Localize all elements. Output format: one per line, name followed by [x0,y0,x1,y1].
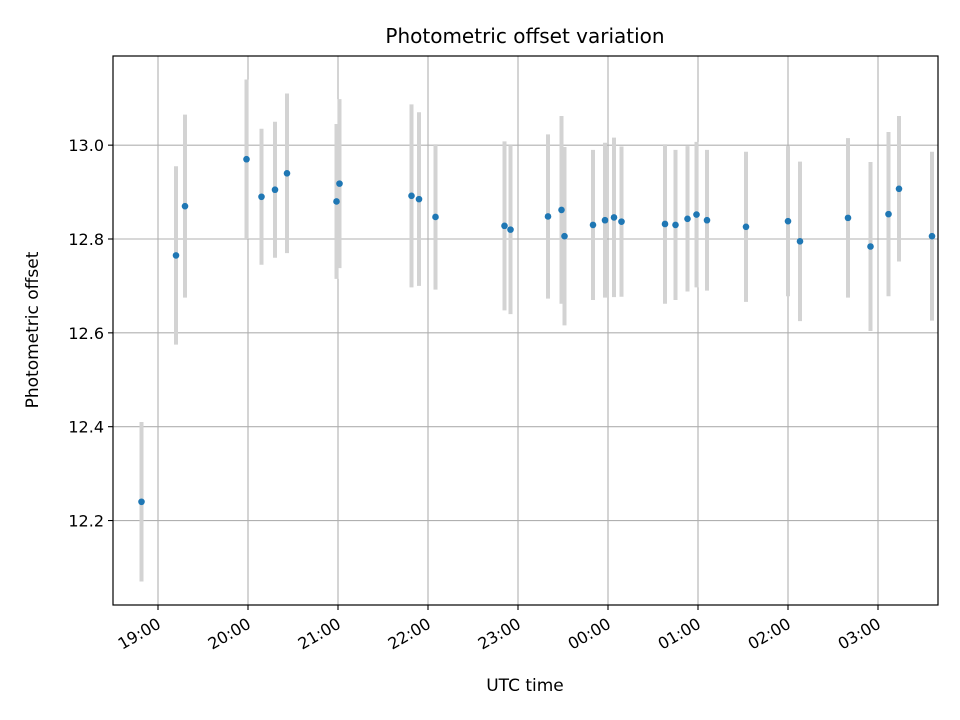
data-point [333,198,340,205]
data-point [661,220,669,228]
data-point [408,192,415,200]
y-axis: 12.2 12.4 12.6 12.8 13.0 [68,136,113,531]
data-point [672,221,679,229]
data-point [336,180,343,187]
point-layer [138,155,936,506]
data-point [172,252,180,259]
data-point [784,217,792,225]
data-point [796,238,804,245]
data-point [561,232,568,240]
data-point [243,155,250,163]
data-point [610,214,618,221]
data-point [501,222,508,230]
data-point [589,221,597,229]
data-point [283,170,291,177]
data-point [693,211,700,218]
data-point [867,243,874,250]
data-point [895,185,903,193]
data-point [181,202,189,210]
chart-title: Photometric offset variation [385,24,664,48]
data-point [558,206,565,214]
data-point [415,195,423,203]
y-tick-label: 12.4 [68,418,104,437]
data-point [432,213,439,221]
y-tick-label: 12.6 [68,324,104,343]
y-tick-label: 13.0 [68,136,104,155]
data-point [271,186,279,194]
data-point [742,223,750,231]
y-axis-title: Photometric offset [23,251,43,408]
data-point [844,214,852,222]
data-point [507,226,514,233]
data-point [618,218,625,225]
data-point [138,498,145,506]
y-tick-label: 12.8 [68,230,104,249]
data-point [258,193,265,201]
data-point [928,232,936,240]
data-point [703,216,711,224]
data-point [544,213,552,220]
y-tick-label: 12.2 [68,512,104,531]
x-axis-title: UTC time [486,676,564,696]
data-point [885,210,892,218]
data-point [601,216,609,224]
plot-frame [112,55,939,606]
data-point [684,215,691,223]
